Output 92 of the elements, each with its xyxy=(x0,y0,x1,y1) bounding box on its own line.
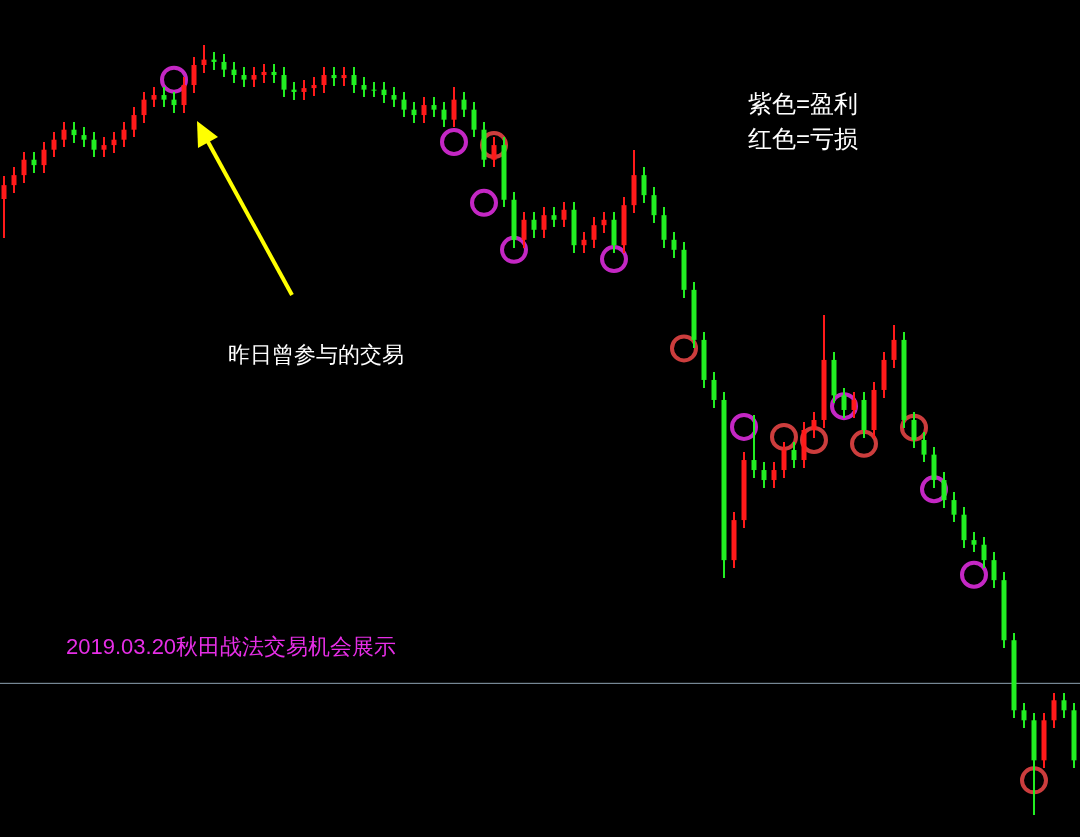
candlestick xyxy=(651,186,657,224)
candlestick xyxy=(341,66,347,87)
candlestick xyxy=(131,106,137,139)
candlestick xyxy=(281,66,287,99)
candlestick xyxy=(1061,691,1067,719)
candlestick xyxy=(361,76,367,99)
candlestick xyxy=(581,231,587,254)
candlestick xyxy=(121,121,127,149)
candlestick xyxy=(31,151,37,174)
candlestick xyxy=(161,86,167,109)
candlestick xyxy=(421,96,427,124)
candlestick xyxy=(791,441,797,469)
candlestick xyxy=(181,76,187,114)
candlestick xyxy=(221,53,227,79)
candlestick xyxy=(841,386,847,419)
candlestick xyxy=(81,126,87,149)
candlestick xyxy=(251,66,257,89)
annotation: 昨日曾参与的交易 xyxy=(228,342,404,367)
candlestick xyxy=(751,414,757,479)
candlestick xyxy=(491,136,497,169)
annotation: 紫色=盈利 xyxy=(748,90,859,117)
point xyxy=(470,188,498,217)
candlestick xyxy=(111,131,117,154)
candlestick xyxy=(891,324,897,369)
candlestick xyxy=(711,371,717,409)
candlestick xyxy=(91,131,97,159)
candlestick xyxy=(411,100,417,124)
candlestick xyxy=(941,471,947,509)
candlestick xyxy=(41,141,47,174)
candlestick xyxy=(151,86,157,109)
candlestick xyxy=(1021,701,1027,729)
candlestick xyxy=(471,100,477,139)
candlestick xyxy=(321,66,327,94)
point xyxy=(920,475,948,504)
candlestick xyxy=(981,536,987,569)
candlestick xyxy=(331,66,337,87)
candlestick xyxy=(851,391,857,419)
candlestick xyxy=(531,211,537,239)
candlestick xyxy=(21,151,27,184)
candlestick xyxy=(261,63,267,84)
candlestick xyxy=(171,90,177,114)
candlestick xyxy=(381,80,387,104)
candlestick xyxy=(461,90,467,119)
candlestick xyxy=(1,174,7,240)
candlestick xyxy=(761,461,767,489)
candlestick xyxy=(191,56,197,94)
candlestick xyxy=(521,211,527,249)
candlestick xyxy=(951,491,957,524)
candlestick xyxy=(61,121,67,149)
annotation: 2019.03.20秋田战法交易机会展示 xyxy=(66,634,397,659)
candlestick xyxy=(391,86,397,109)
candlestick xyxy=(561,201,567,229)
candlestick xyxy=(551,206,557,229)
candlestick xyxy=(971,531,977,554)
candlestick xyxy=(641,166,647,204)
candlestick xyxy=(351,66,357,94)
candlestick xyxy=(811,411,817,439)
point xyxy=(160,65,188,94)
candlestick xyxy=(431,96,437,119)
candlestick xyxy=(671,231,677,259)
candlestick xyxy=(51,131,57,159)
candlestick xyxy=(771,461,777,489)
point xyxy=(600,245,628,274)
candlestick xyxy=(71,121,77,144)
annotation: 红色=亏损 xyxy=(748,125,859,152)
candlestick xyxy=(911,411,917,449)
candlestick xyxy=(101,136,107,159)
candlestick xyxy=(231,60,237,84)
point xyxy=(960,560,988,589)
candlestick xyxy=(541,206,547,239)
candlestick xyxy=(271,63,277,84)
candlestick xyxy=(591,216,597,249)
candlestick xyxy=(371,80,377,99)
point xyxy=(770,422,798,451)
candlestick xyxy=(311,76,317,97)
point xyxy=(1020,766,1048,795)
point xyxy=(670,334,698,363)
point xyxy=(850,429,878,458)
point xyxy=(440,128,468,157)
candlestick xyxy=(301,79,307,101)
candlestick xyxy=(441,100,447,129)
candlestick xyxy=(991,551,997,589)
candlestick xyxy=(11,166,17,194)
candlestick xyxy=(1051,691,1057,729)
candlestick xyxy=(781,441,787,479)
candlestick xyxy=(201,44,207,74)
candlestick xyxy=(601,211,607,234)
candlestick xyxy=(241,66,247,89)
candlestick xyxy=(141,90,147,124)
candlestick xyxy=(451,86,457,129)
candlestick xyxy=(401,90,407,119)
candlestick xyxy=(921,431,927,464)
